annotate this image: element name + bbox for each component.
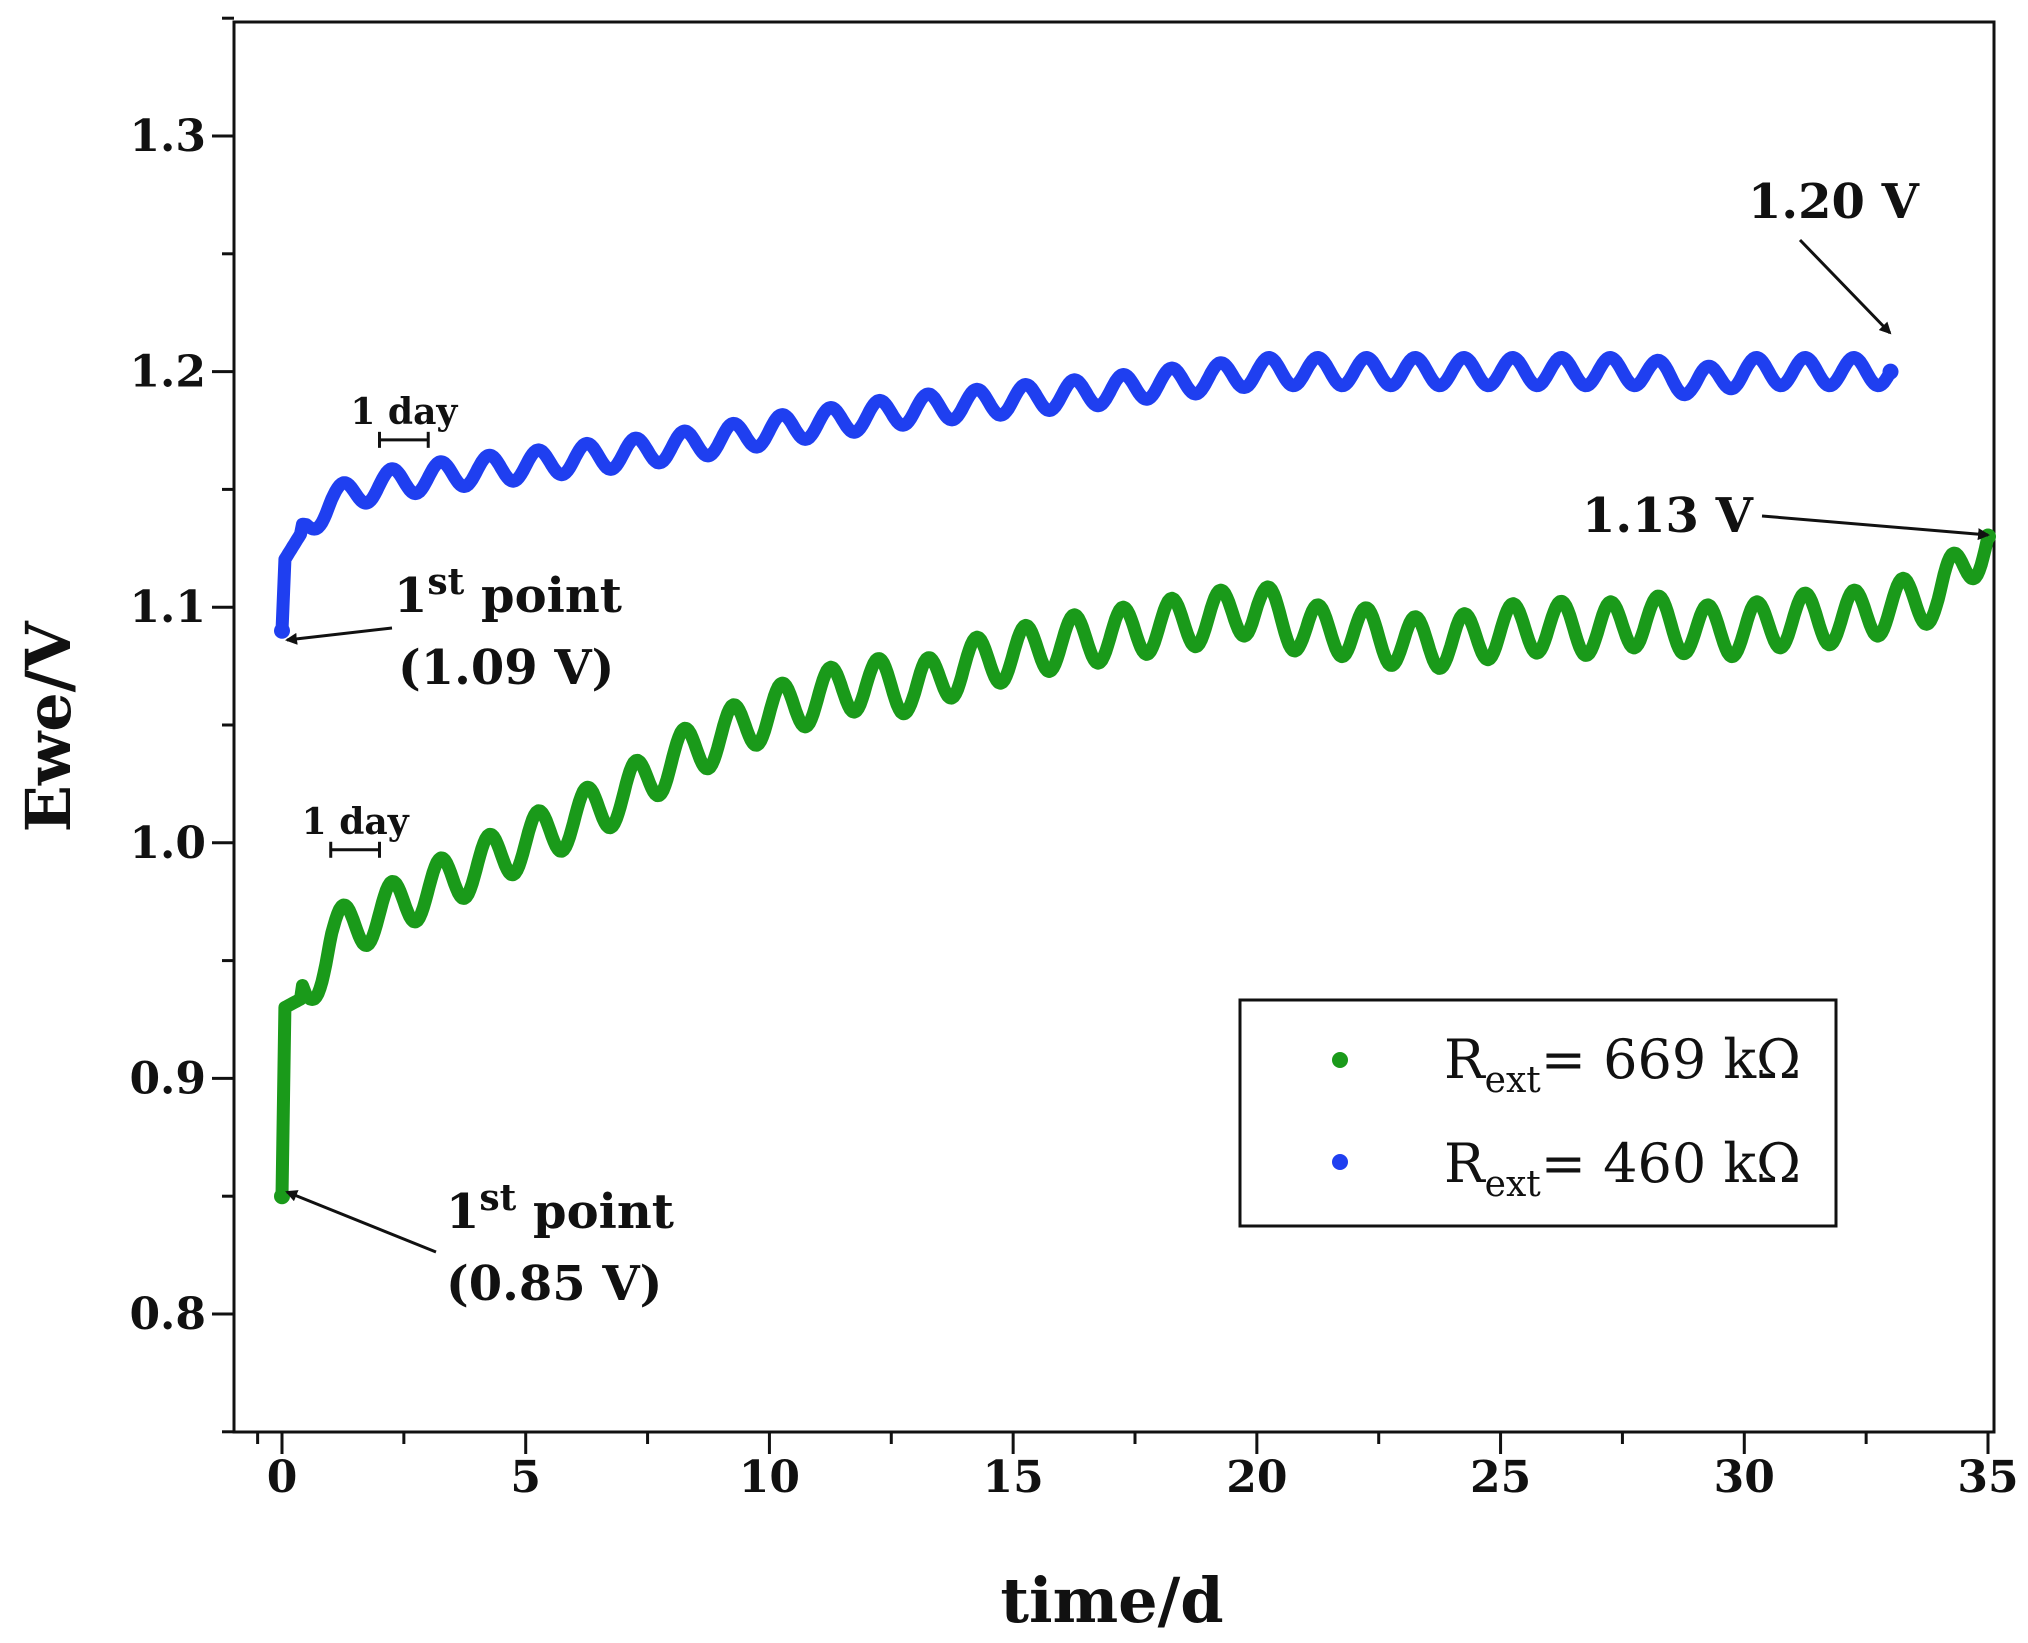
x-tick-label: 15 xyxy=(983,1452,1044,1503)
day-bracket-label: 1 day xyxy=(350,391,458,433)
axis-ticks xyxy=(212,16,1990,1454)
x-tick-label: 5 xyxy=(510,1452,541,1503)
x-tick-label: 35 xyxy=(1957,1452,2018,1503)
series-first-point xyxy=(274,622,290,639)
legend: Rext= 669 kΩ Rext= 460 kΩ xyxy=(1238,998,1838,1228)
annotation-blue-first-arrow xyxy=(285,626,393,645)
axis-tick-labels: 0 5 10 15 20 25 30 35 0.8 0.9 1.0 1.1 1.2 1.3 xyxy=(129,111,2018,1503)
x-tick-label: 10 xyxy=(739,1452,800,1503)
y-tick-label: 0.8 xyxy=(129,1289,206,1340)
x-axis-title: time/d xyxy=(1000,1564,1223,1637)
y-tick-label: 0.9 xyxy=(129,1053,206,1104)
annotation-blue-first-line1: 1st point xyxy=(394,561,622,624)
legend-box xyxy=(1238,998,1838,1228)
legend-marker-blue xyxy=(1332,1154,1348,1170)
annotation-green-first-arrow xyxy=(285,1190,437,1254)
legend-entry-blue: Rext= 460 kΩ xyxy=(1444,1132,1801,1205)
x-tick-label: 25 xyxy=(1470,1452,1531,1503)
annotation-blue-end-arrow xyxy=(1798,238,1892,335)
series-line-blue xyxy=(275,351,1897,638)
legend-entry-green: Rext= 669 kΩ xyxy=(1444,1028,1801,1101)
y-axis-title: Ewe/V xyxy=(12,621,85,833)
annotation-green-end-label: 1.13 V xyxy=(1582,488,1754,544)
y-tick-label: 1.3 xyxy=(129,111,206,162)
y-tick-label: 1.1 xyxy=(129,582,206,633)
y-tick-label: 1.0 xyxy=(129,818,206,869)
series-first-point xyxy=(274,1188,290,1205)
annotation-blue-end-label: 1.20 V xyxy=(1748,174,1920,230)
day-brackets: 1 day 1 day xyxy=(302,391,458,858)
x-tick-label: 30 xyxy=(1714,1452,1775,1503)
series-last-point xyxy=(1882,363,1899,380)
day-bracket-label: 1 day xyxy=(302,801,410,843)
annotations: 1.20 V 1.13 V 1st point (1.09 V) 1st poi… xyxy=(285,174,1990,1312)
annotation-green-first-line2: (0.85 V) xyxy=(446,1256,662,1312)
legend-marker-green xyxy=(1332,1052,1348,1068)
series-last-point xyxy=(1980,528,1996,545)
x-tick-label: 0 xyxy=(267,1452,298,1503)
y-tick-label: 1.2 xyxy=(129,347,206,398)
series-line-green xyxy=(275,530,1995,1203)
annotation-green-end-arrow xyxy=(1761,514,1990,541)
plot-frame xyxy=(232,20,1996,1434)
x-tick-label: 20 xyxy=(1226,1452,1287,1503)
annotation-green-first-line1: 1st point xyxy=(446,1177,674,1240)
annotation-blue-first-line2: (1.09 V) xyxy=(398,640,614,696)
